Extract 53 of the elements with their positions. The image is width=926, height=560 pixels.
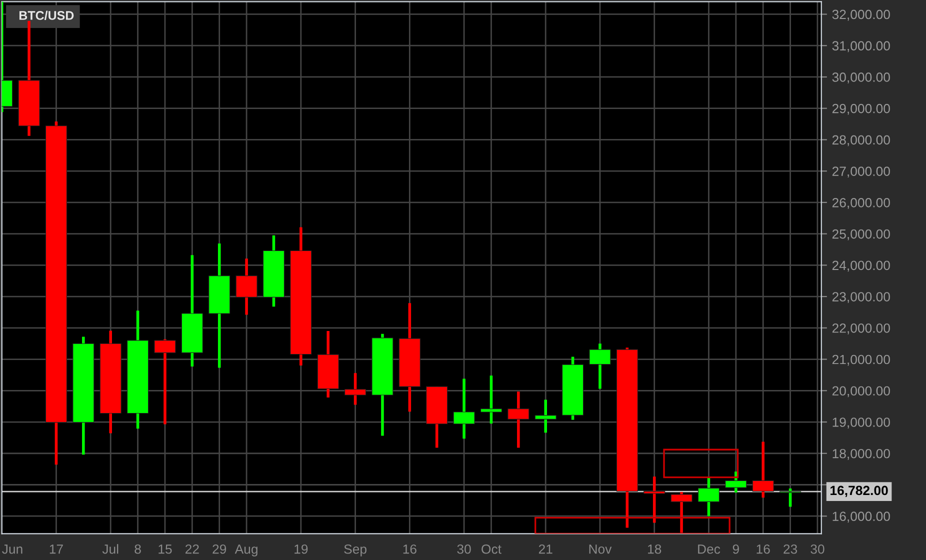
y-tick-label: 29,000.00 — [832, 104, 890, 115]
candlestick — [670, 490, 692, 534]
x-tick-label: 29 — [212, 544, 226, 554]
ref-line-label: 16,782.00 — [830, 486, 888, 498]
x-tick-label: 22 — [185, 544, 199, 554]
x-tick-label: 30 — [810, 544, 824, 554]
y-tick-label: 21,000.00 — [832, 354, 890, 366]
x-tick-label: 16 — [403, 544, 416, 554]
y-tick-label: 19,000.00 — [832, 418, 890, 428]
candlestick — [725, 470, 747, 494]
y-tick-label: 20,000.00 — [832, 386, 890, 398]
x-tick-label: 17 — [50, 544, 63, 554]
x-tick-label: Jun — [2, 544, 22, 554]
candlestick — [780, 487, 802, 508]
y-tick-label: 18,000.00 — [832, 448, 890, 460]
y-tick-label: 22,000.00 — [832, 323, 890, 334]
x-tick-label: 30 — [457, 544, 471, 554]
y-tick-label: 24,000.00 — [832, 260, 890, 272]
x-tick-label: Dec — [698, 544, 720, 554]
x-tick-label: Oct — [482, 544, 502, 554]
candlestick — [644, 475, 666, 524]
candlestick — [453, 377, 475, 440]
x-tick-label: 21 — [538, 544, 552, 554]
x-tick-label: Nov — [589, 544, 612, 554]
candlestick — [154, 338, 176, 426]
x-tick-label: 18 — [648, 544, 662, 554]
y-tick-label: 28,000.00 — [832, 135, 890, 146]
x-tick-label: 16 — [756, 544, 770, 554]
candlestick — [236, 257, 258, 316]
x-tick-label: 9 — [732, 544, 739, 554]
x-tick-label: Jul — [102, 544, 118, 554]
y-tick-label: 26,000.00 — [832, 198, 890, 209]
y-tick-label: 25,000.00 — [832, 229, 890, 240]
x-tick-label: 23 — [784, 544, 798, 554]
x-tick-label: Sep — [344, 544, 366, 556]
y-tick-label: 16,000.00 — [832, 512, 890, 523]
y-tick-label: 27,000.00 — [832, 166, 890, 178]
candlestick — [698, 475, 720, 518]
candlestick — [752, 440, 774, 499]
x-tick-label: 15 — [158, 544, 172, 554]
candlestick — [508, 390, 530, 450]
x-tick-label: 19 — [294, 544, 308, 554]
y-tick-label: 31,000.00 — [832, 41, 890, 52]
candlestick — [589, 342, 611, 390]
candlestick — [534, 398, 556, 434]
x-tick-label: 8 — [134, 544, 141, 554]
candlestick — [480, 374, 502, 425]
y-tick-label: 23,000.00 — [832, 292, 890, 304]
text: BTC/USD — [19, 10, 74, 20]
candlestick — [344, 372, 366, 406]
x-tick-label: Aug — [234, 544, 258, 556]
y-tick-label: 32,000.00 — [832, 10, 890, 21]
y-tick-label: 30,000.00 — [832, 72, 890, 84]
